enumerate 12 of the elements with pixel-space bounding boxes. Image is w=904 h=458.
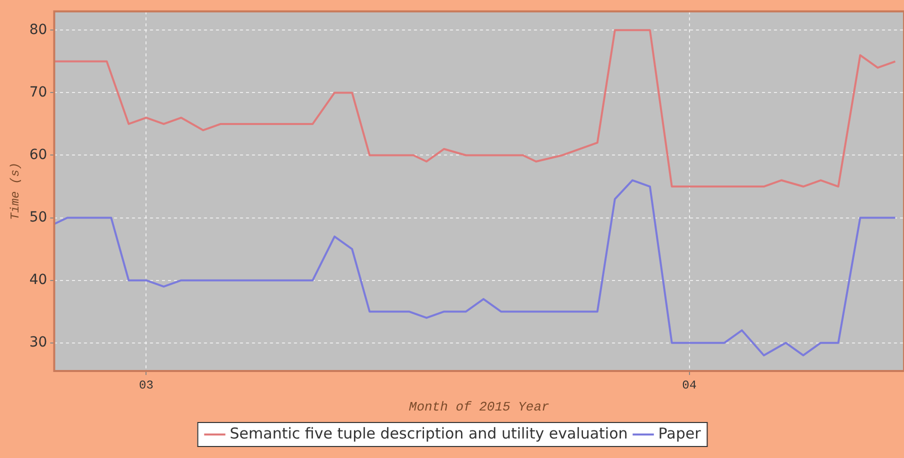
y-tick-label: 70 [29,84,48,100]
x-tick-label: 04 [682,378,697,392]
y-tick-label: 40 [29,272,48,288]
x-tick-label: 03 [139,378,154,392]
legend-label: Semantic five tuple description and utility evaluation [230,424,628,442]
y-axis-title: Time (s) [8,162,22,220]
legend-label: Paper [658,424,702,442]
y-tick-label: 30 [29,334,48,350]
x-axis-title: Month of 2015 Year [408,400,550,415]
y-tick-label: 80 [29,22,48,38]
y-tick-label: 60 [29,146,48,163]
y-tick-label: 50 [29,209,48,226]
